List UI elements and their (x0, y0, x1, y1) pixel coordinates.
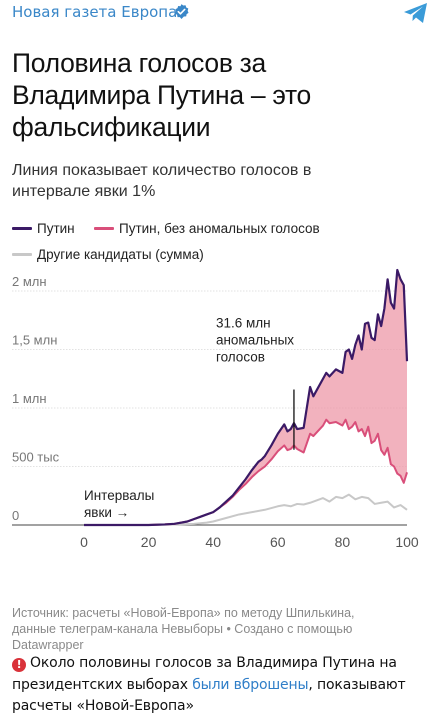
caption-text-2: , показывают расчеты «Новой-Европа» (12, 676, 406, 715)
y-tick-label: 0 (12, 508, 19, 523)
series-line-putin-clean (84, 418, 408, 526)
anomaly-area (84, 269, 407, 525)
legend-label-putin-clean: Путин, без аномальных голосов (119, 221, 320, 236)
annotation-turnout-intervals: Интервалы (84, 488, 154, 503)
annotation-anomalous-votes: голосов (216, 350, 265, 365)
legend-item-others: Другие кандидаты (сумма) (12, 247, 204, 262)
legend-swatch-putin-clean (94, 227, 114, 230)
series-line-putin (84, 268, 409, 527)
post-header: Новая газета Европа (0, 0, 441, 24)
y-tick-label: 1 млн (12, 391, 47, 406)
chart-source: Источник: расчеты «Новой-Европа» по мето… (12, 606, 355, 652)
x-tick-label: 60 (270, 534, 286, 550)
y-tick-label: 2 млн (12, 274, 47, 289)
legend-label-others: Другие кандидаты (сумма) (37, 247, 204, 262)
chart-card: Половина голосов за Владимира Путина – э… (0, 30, 441, 652)
x-tick-label: 100 (395, 534, 419, 550)
x-tick-label: 0 (80, 534, 88, 550)
annotation-anomalous-votes: аномальных (216, 333, 294, 348)
chart-subtitle: Линия показывает количество голосов в ин… (12, 162, 312, 200)
legend-swatch-others (12, 253, 32, 256)
verified-check-icon (175, 4, 189, 19)
legend-label-putin: Путин (37, 221, 75, 236)
telegram-plane-icon[interactable] (403, 2, 429, 24)
series-line-others (84, 493, 408, 526)
x-tick-label: 80 (335, 534, 351, 550)
x-tick-label: 40 (205, 534, 221, 550)
chart-title: Половина голосов за Владимира Путина – э… (12, 48, 311, 142)
x-tick-label: 20 (141, 534, 157, 550)
legend-item-putin-clean: Путин, без аномальных голосов (94, 221, 320, 236)
legend-swatch-putin (12, 227, 32, 230)
y-tick-label: 1,5 млн (12, 333, 57, 348)
legend-item-putin: Путин (12, 221, 75, 236)
post-caption: ! Около половины голосов за Владимира Пут… (12, 653, 437, 718)
annotation-anomalous-votes: 31.6 млн (216, 316, 271, 331)
channel-name[interactable]: Новая газета Европа (12, 3, 178, 21)
annotation-turnout-intervals: явки → (84, 505, 129, 520)
exclamation-icon: ! (12, 658, 26, 672)
caption-text-1: Около половины голосов за Владимира Пути… (12, 655, 397, 693)
caption-link[interactable]: были вброшены (192, 676, 309, 693)
y-tick-label: 500 тыс (12, 450, 60, 465)
